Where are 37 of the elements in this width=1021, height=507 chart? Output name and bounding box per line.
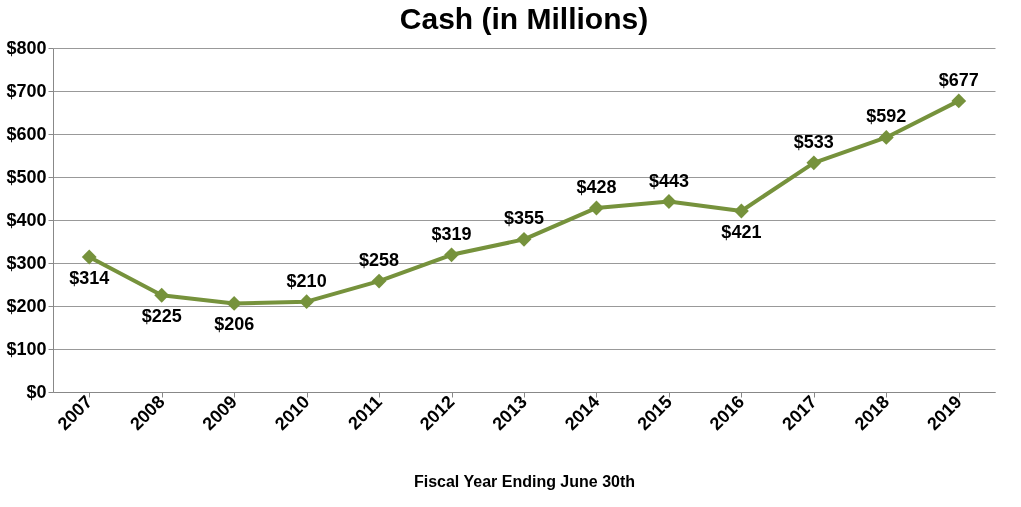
point [951, 93, 967, 109]
point [806, 155, 822, 171]
data-label: $319 [431, 223, 472, 244]
data-label: $314 [69, 267, 110, 288]
data-label: $443 [648, 170, 689, 191]
point [589, 200, 604, 216]
x-axis-title: Fiscal Year Ending June 30th [413, 473, 636, 491]
data-label: $677 [938, 69, 979, 90]
data-label: $592 [866, 106, 907, 127]
y-tick-label: $800 [6, 37, 47, 58]
y-tick-label: $0 [26, 381, 47, 402]
data-label: $206 [214, 314, 255, 335]
y-tick-label: $200 [6, 295, 47, 316]
chart-title: Cash (in Millions) [399, 2, 649, 35]
data-label: $225 [141, 306, 182, 327]
data-label: $428 [576, 176, 617, 197]
y-tick-label: $700 [6, 80, 47, 101]
y-tick-label: $600 [6, 123, 47, 144]
point [371, 273, 387, 289]
data-label: $258 [359, 250, 400, 271]
point [661, 194, 677, 209]
point [299, 294, 315, 310]
data-label: $210 [286, 270, 327, 291]
data-label: $355 [503, 208, 545, 229]
y-tick-label: $500 [6, 166, 47, 187]
data-label: $421 [721, 221, 762, 242]
point [444, 247, 459, 263]
y-tick-label: $400 [6, 209, 47, 230]
point [878, 130, 894, 145]
point [226, 296, 242, 311]
point [733, 203, 749, 219]
point [516, 231, 532, 247]
y-tick-label: $300 [6, 252, 47, 273]
y-tick-label: $100 [6, 338, 47, 359]
point [81, 249, 97, 265]
point [154, 287, 170, 303]
data-label: $533 [793, 131, 834, 152]
